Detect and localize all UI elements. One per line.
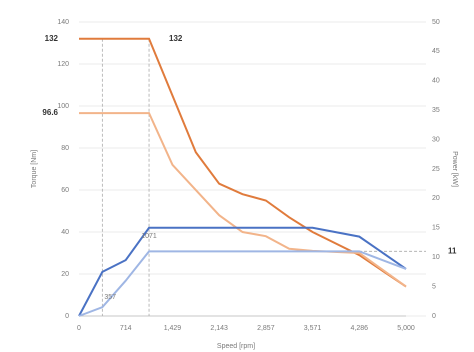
y-tick-label: 140 xyxy=(57,19,69,26)
y2-axis-title: Power [kW] xyxy=(451,151,458,187)
y2-tick-label: 15 xyxy=(432,225,440,232)
y2-tick-label: 5 xyxy=(432,283,436,290)
y2-tick-label: 30 xyxy=(432,136,440,143)
x-tick-label: 714 xyxy=(120,325,132,332)
y2-tick-label: 0 xyxy=(432,313,436,320)
x-tick-label: 2,143 xyxy=(210,325,228,332)
y-tick-label: 80 xyxy=(61,145,69,152)
y-tick-label: 120 xyxy=(57,61,69,68)
x-tick-label: 2,857 xyxy=(257,325,275,332)
callout-label: 1071 xyxy=(141,233,157,240)
callout-label: 96.6 xyxy=(42,108,58,117)
x-tick-label: 5,000 xyxy=(397,325,415,332)
y-tick-label: 0 xyxy=(65,313,69,320)
y-tick-label: 60 xyxy=(61,187,69,194)
callout-label: 11 xyxy=(448,246,457,255)
y2-tick-label: 10 xyxy=(432,254,440,261)
y-tick-label: 40 xyxy=(61,229,69,236)
y2-tick-label: 20 xyxy=(432,195,440,202)
x-tick-label: 4,286 xyxy=(351,325,369,332)
peak-label: 132 xyxy=(169,34,183,43)
x-tick-label: 3,571 xyxy=(304,325,322,332)
series-line xyxy=(79,37,407,288)
y2-tick-label: 45 xyxy=(432,48,440,55)
x-tick-label: 0 xyxy=(77,325,81,332)
y-tick-label: 100 xyxy=(57,103,69,110)
y2-tick-label: 35 xyxy=(432,107,440,114)
callout-label: 132 xyxy=(45,34,59,43)
x-axis-title: Speed [rpm] xyxy=(217,343,255,350)
y-axis-title: Torque [Nm] xyxy=(31,150,38,188)
series-line xyxy=(78,226,407,317)
y2-tick-label: 40 xyxy=(432,78,440,85)
series-line xyxy=(78,250,407,317)
callout-label: 357 xyxy=(104,294,116,301)
y2-tick-label: 25 xyxy=(432,166,440,173)
x-tick-label: 1,429 xyxy=(164,325,182,332)
y-tick-label: 20 xyxy=(61,271,69,278)
y2-tick-label: 50 xyxy=(432,19,440,26)
